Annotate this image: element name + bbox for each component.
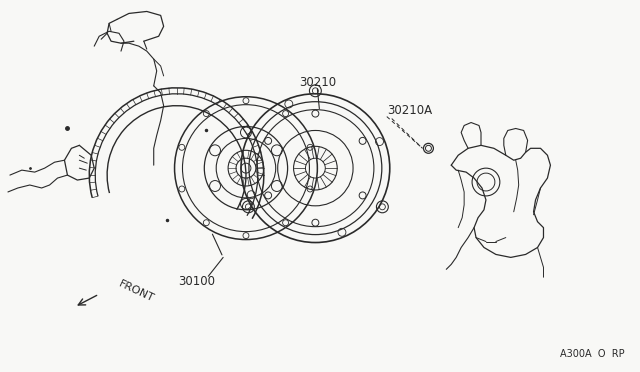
Text: A300A  O  RP: A300A O RP — [561, 349, 625, 359]
Text: 30100: 30100 — [178, 275, 215, 288]
Text: FRONT: FRONT — [117, 279, 156, 304]
Text: 30210: 30210 — [299, 76, 336, 89]
Text: 30210A: 30210A — [387, 104, 432, 117]
